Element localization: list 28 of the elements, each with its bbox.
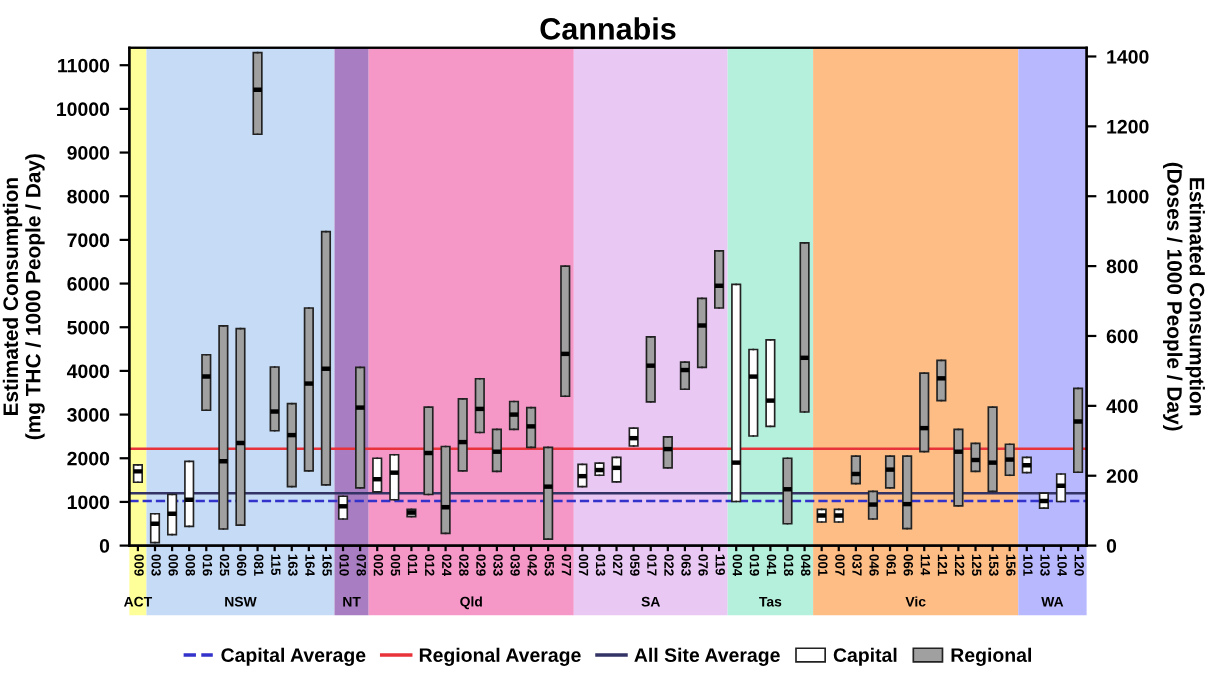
y2-tick-label: 800 <box>1106 259 1138 274</box>
y-tick-label: 6000 <box>67 277 110 291</box>
y2-axis-title: Estimated Consumption (Doses / 1000 People / Day) <box>1163 162 1205 431</box>
y-tick-label: 9000 <box>67 146 110 160</box>
y-tick-label: 10000 <box>57 102 110 117</box>
y2-tick-label: 1200 <box>1107 119 1149 134</box>
y2-tick-label: 1000 <box>1107 189 1149 204</box>
y2-tick-label: 0 <box>1106 539 1117 553</box>
y-tick-label: 1000 <box>67 495 110 510</box>
y2-tick-label: 1400 <box>1107 49 1149 64</box>
legend-label: Regional Average <box>419 647 581 666</box>
y-tick-label: 7000 <box>67 233 110 248</box>
legend-label: Capital <box>833 647 897 666</box>
y-tick-label: 2000 <box>67 451 110 466</box>
y2-tick-label: 200 <box>1106 469 1138 483</box>
legend-label: Capital Average <box>221 647 366 666</box>
y-tick-label: 11000 <box>58 58 110 73</box>
y-tick-label: 0 <box>99 539 110 553</box>
legend-label: Regional <box>951 647 1031 666</box>
y-tick-label: 3000 <box>67 408 110 422</box>
y2-tick-label: 600 <box>1106 329 1138 344</box>
y-axis-title: Estimated Consumption (mg THC / 1000 People / Day) <box>2 154 45 440</box>
y-tick-label: 8000 <box>67 189 110 204</box>
y-tick-label: 4000 <box>66 364 110 379</box>
chart-title: Cannabis <box>540 17 676 40</box>
y-tick-label: 5000 <box>67 320 110 335</box>
y2-tick-label: 400 <box>1106 399 1138 414</box>
legend-label: All Site Average <box>634 647 780 666</box>
